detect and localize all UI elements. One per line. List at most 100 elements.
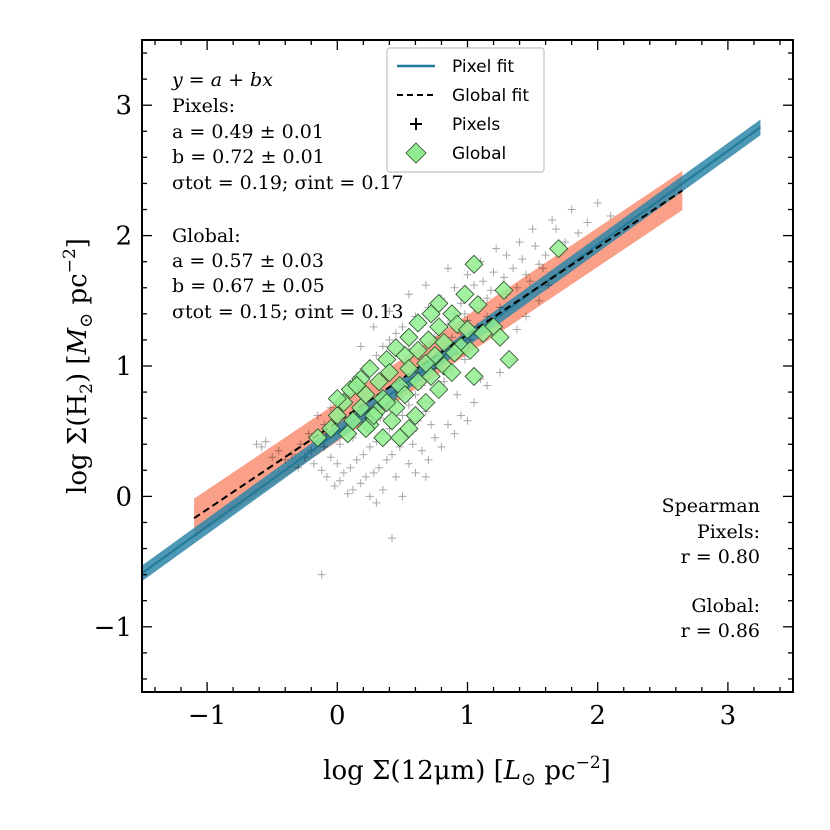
global-point — [379, 362, 399, 383]
global-point — [360, 359, 380, 379]
pixel-point — [531, 242, 540, 251]
pixel-point — [252, 440, 261, 449]
global-header: Global: — [172, 225, 241, 247]
global-point — [321, 419, 341, 439]
spearman-pixels-label: Pixels: — [697, 521, 760, 543]
pixel-point — [515, 238, 524, 247]
global-point — [434, 332, 454, 353]
pixel-point — [539, 264, 548, 273]
pixel-point — [356, 342, 365, 351]
pixel-point — [365, 442, 374, 451]
pixel-point — [391, 472, 400, 481]
global-point — [421, 304, 441, 324]
pixel-point — [499, 273, 508, 282]
global-point — [442, 362, 462, 383]
pixel-point — [512, 283, 521, 292]
global-point — [369, 372, 389, 392]
pixel-point — [518, 255, 527, 264]
global-point — [455, 284, 475, 304]
pixel-point — [359, 450, 368, 459]
pixel-point — [440, 377, 449, 386]
pixel-point — [268, 453, 277, 462]
x-tick-label: −1 — [188, 701, 226, 731]
pixel-point — [369, 468, 378, 477]
global-point — [473, 323, 493, 343]
pixel-point — [378, 342, 387, 351]
pixel-point — [583, 218, 592, 227]
global-point — [429, 379, 449, 400]
fit-annotations: y = a + bx Pixels: a = 0.49 ± 0.01 b = 0… — [171, 69, 404, 323]
legend-item: Pixels — [410, 115, 500, 135]
pixel-point — [387, 534, 396, 543]
global-point — [464, 366, 484, 386]
legend-label: Pixel fit — [452, 57, 514, 77]
global-point — [464, 254, 484, 274]
pixel-point — [369, 322, 378, 331]
pixel-point — [348, 485, 357, 494]
pixel-point — [535, 296, 544, 305]
pixel-point — [486, 286, 495, 295]
global-b: b = 0.67 ± 0.05 — [172, 275, 325, 297]
pixel-point — [561, 238, 570, 247]
pixel-point — [470, 398, 479, 407]
pixel-point — [463, 416, 472, 425]
global-point — [390, 428, 410, 448]
pixel-point — [274, 446, 283, 455]
pixel-point — [378, 485, 387, 494]
pixel-point — [541, 251, 550, 260]
global-point — [327, 389, 347, 409]
legend-item: Pixel fit — [397, 57, 514, 77]
pixels-b: b = 0.72 ± 0.01 — [172, 146, 325, 168]
plot-area — [142, 119, 762, 582]
global-point — [377, 392, 397, 413]
spearman-pixels-r: r = 0.80 — [681, 546, 760, 568]
pixel-point — [509, 264, 518, 273]
pixel-point — [421, 472, 430, 481]
global-point — [549, 239, 569, 259]
global-point — [468, 295, 488, 315]
pixel-point — [567, 205, 576, 214]
global-point — [405, 405, 425, 426]
x-tick-label: 0 — [329, 701, 346, 731]
pixel-point — [544, 281, 553, 290]
global-point — [499, 349, 519, 370]
pixel-point — [387, 450, 396, 459]
pixel-point — [335, 440, 344, 449]
pixel-point — [346, 463, 355, 472]
pixel-point — [257, 442, 266, 451]
pixel-point — [479, 277, 488, 286]
x-tick-label: 1 — [459, 701, 476, 731]
global-point — [408, 313, 428, 333]
pixel-point — [496, 368, 505, 377]
pixel-point — [356, 479, 365, 488]
pixel-point — [512, 325, 521, 334]
pixel-point — [385, 335, 394, 344]
pixel-point — [483, 381, 492, 390]
global-point — [327, 405, 347, 426]
global-sigma: σtot = 0.15; σint = 0.13 — [172, 301, 404, 323]
pixel-point — [427, 420, 436, 429]
pixel-point — [548, 215, 557, 224]
pixel-point — [496, 303, 505, 312]
global-point — [356, 419, 376, 439]
global-point — [416, 392, 436, 413]
pixel-point — [460, 309, 469, 318]
global-points — [308, 239, 569, 448]
pixel-point — [398, 322, 407, 331]
pixel-point — [294, 463, 303, 472]
pixel-point — [326, 403, 335, 412]
global-point — [347, 375, 367, 396]
global-point — [351, 398, 371, 418]
pixel-point — [417, 446, 426, 455]
legend-item: Global — [405, 142, 506, 164]
pixel-point — [411, 468, 420, 477]
pixel-point — [443, 420, 452, 429]
global-point — [444, 343, 465, 363]
spearman-global-r: r = 0.86 — [681, 620, 760, 642]
pixel-point — [404, 401, 413, 410]
global-point — [457, 319, 478, 340]
legend-label: Global fit — [452, 86, 529, 106]
legend-plus-swatch — [410, 118, 422, 130]
pixel-point — [460, 355, 469, 364]
legend-label: Pixels — [452, 115, 500, 135]
